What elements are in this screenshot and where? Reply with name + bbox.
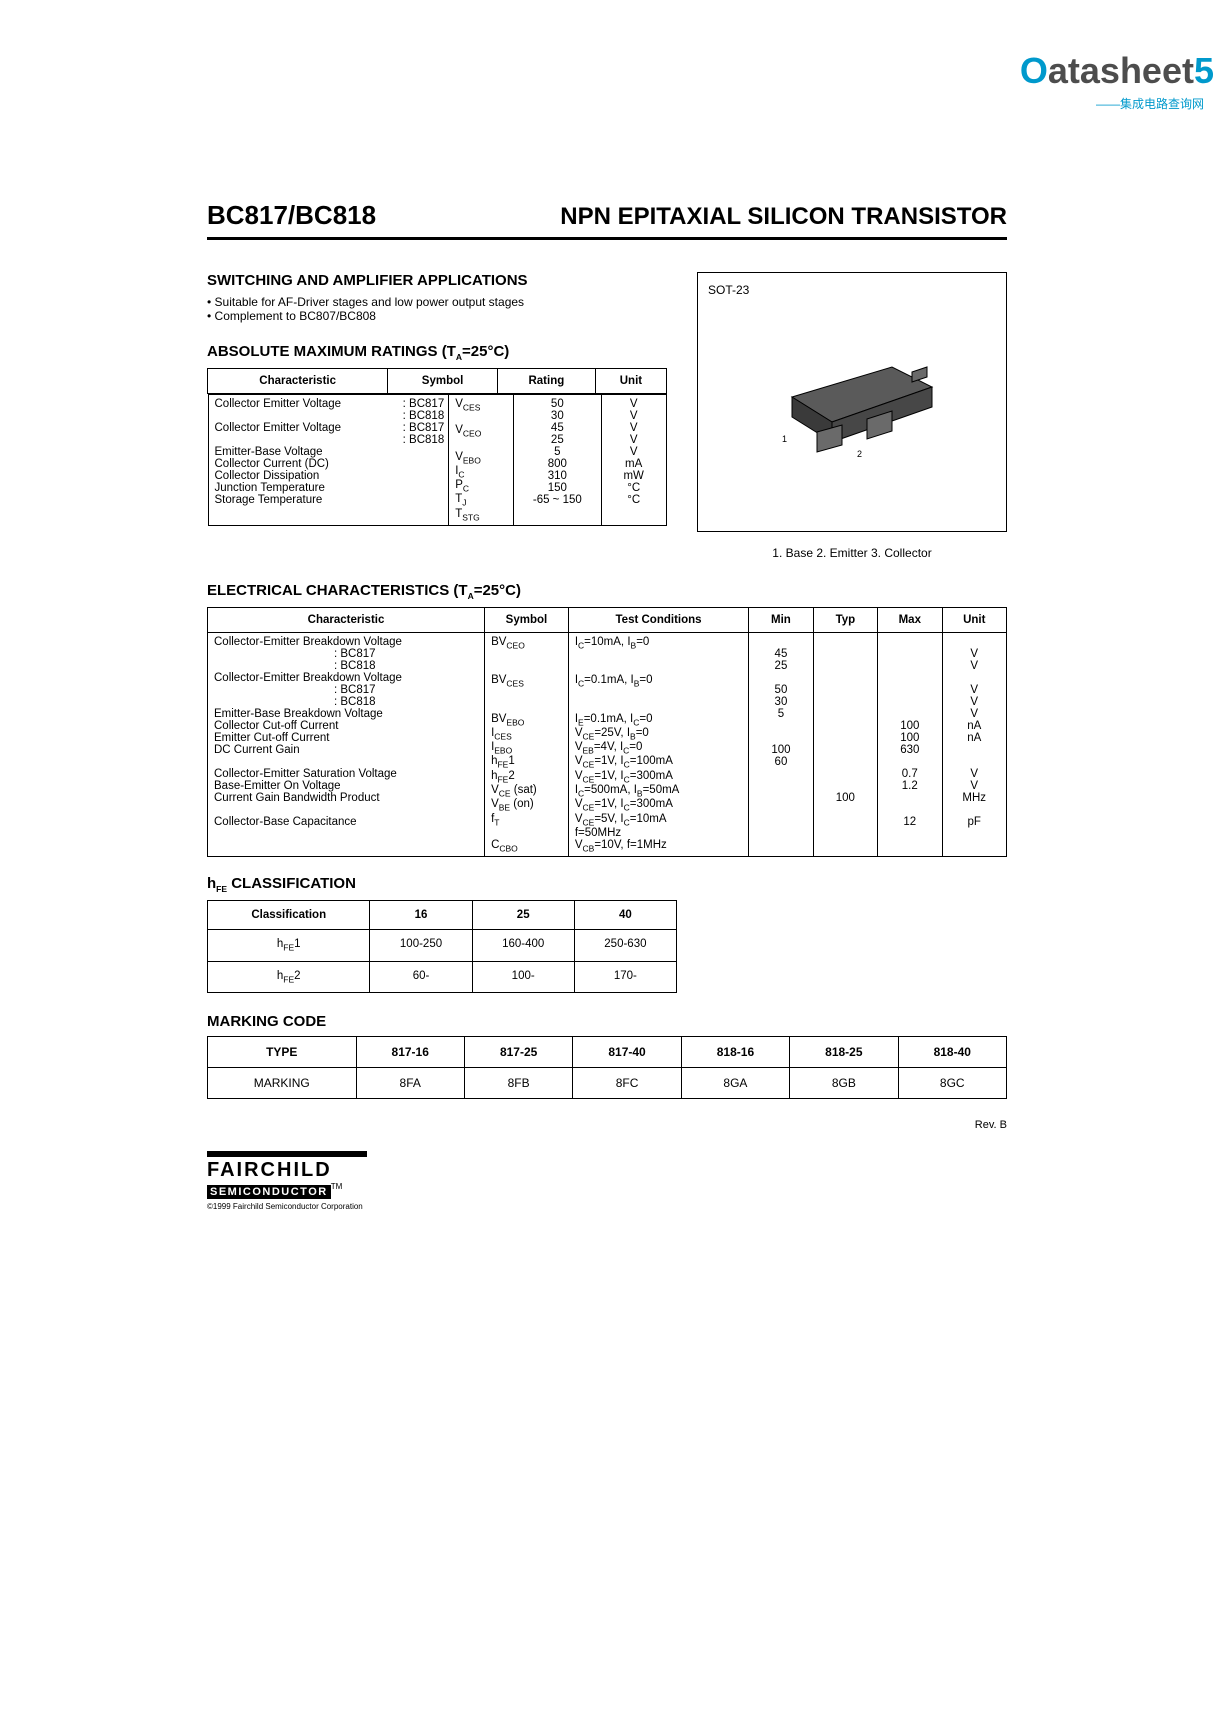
page-content: BC817/BC818 NPN EPITAXIAL SILICON TRANSI… bbox=[127, 0, 1087, 1271]
svg-text:2: 2 bbox=[857, 449, 862, 459]
pin-note: 1. Base 2. Emitter 3. Collector bbox=[697, 546, 1007, 560]
copyright: ©1999 Fairchild Semiconductor Corporatio… bbox=[207, 1202, 1007, 1211]
fairchild-text: FAIRCHILD bbox=[207, 1159, 1007, 1182]
elec-heading-text: ELECTRICAL CHARACTERISTICS (T bbox=[207, 582, 468, 599]
tm-mark: TM bbox=[331, 1182, 343, 1191]
hfe-heading-text: h bbox=[207, 875, 216, 892]
fairchild-bar bbox=[207, 1151, 367, 1157]
hfe-heading-sub: FE bbox=[216, 884, 227, 894]
abs-max-heading: ABSOLUTE MAXIMUM RATINGS (TA=25°C) bbox=[207, 343, 667, 362]
footer-logo: FAIRCHILD SEMICONDUCTORTM ©1999 Fairchil… bbox=[207, 1151, 1007, 1211]
watermark-suffix: 5 bbox=[1194, 50, 1214, 91]
top-two-column: SWITCHING AND AMPLIFIER APPLICATIONS Sui… bbox=[207, 272, 1007, 560]
package-drawing: 1 2 bbox=[742, 327, 962, 477]
applications-heading: SWITCHING AND AMPLIFIER APPLICATIONS bbox=[207, 272, 667, 289]
elec-table: CharacteristicSymbolTest ConditionsMinTy… bbox=[207, 607, 1007, 857]
left-column: SWITCHING AND AMPLIFIER APPLICATIONS Sui… bbox=[207, 272, 667, 536]
abs-heading-tail: =25°C) bbox=[462, 343, 509, 360]
part-number: BC817/BC818 bbox=[207, 200, 376, 231]
hfe-table: Classification162540 hFE1100-250160-4002… bbox=[207, 900, 677, 993]
semiconductor-text: SEMICONDUCTOR bbox=[207, 1185, 331, 1199]
hfe-heading-tail: CLASSIFICATION bbox=[227, 875, 356, 892]
right-column: SOT-23 1 2 1. Base 2. Emitter 3. Collect… bbox=[697, 272, 1007, 560]
page-title: NPN EPITAXIAL SILICON TRANSISTOR bbox=[560, 203, 1007, 231]
package-label: SOT-23 bbox=[708, 283, 996, 297]
hfe-body: hFE1100-250160-400250-630hFE260-100-170- bbox=[208, 930, 677, 993]
hfe-header: Classification162540 bbox=[208, 901, 677, 930]
svg-text:1: 1 bbox=[782, 434, 787, 444]
header: BC817/BC818 NPN EPITAXIAL SILICON TRANSI… bbox=[207, 200, 1007, 240]
abs-body: Collector Emitter VoltageCollector Emitt… bbox=[208, 394, 667, 526]
elec-body: Collector-Emitter Breakdown Voltage: BC8… bbox=[208, 633, 1007, 857]
bullet-item: Complement to BC807/BC808 bbox=[207, 309, 667, 323]
hfe-heading: hFE CLASSIFICATION bbox=[207, 875, 1007, 894]
watermark-subtitle: ——集成电路查询网 bbox=[1096, 95, 1204, 112]
abs-col-sym: Symbol bbox=[388, 369, 498, 394]
marking-header: TYPE817-16817-25817-40818-16818-25818-40 bbox=[208, 1036, 1007, 1067]
elec-heading-tail: =25°C) bbox=[474, 582, 521, 599]
abs-max-table: Characteristic Symbol Rating Unit Collec… bbox=[207, 368, 667, 526]
revision: Rev. B bbox=[207, 1119, 1007, 1131]
bullet-item: Suitable for AF-Driver stages and low po… bbox=[207, 295, 667, 309]
abs-col-unit: Unit bbox=[595, 369, 666, 394]
marking-heading: MARKING CODE bbox=[207, 1013, 1007, 1030]
abs-col-rating: Rating bbox=[497, 369, 595, 394]
elec-heading: ELECTRICAL CHARACTERISTICS (TA=25°C) bbox=[207, 582, 1007, 601]
applications-bullets: Suitable for AF-Driver stages and low po… bbox=[207, 295, 667, 323]
marking-table: TYPE817-16817-25817-40818-16818-25818-40… bbox=[207, 1036, 1007, 1099]
package-box: SOT-23 1 2 bbox=[697, 272, 1007, 532]
marking-row: MARKING8FA8FB8FC8GA8GB8GC bbox=[208, 1067, 1007, 1098]
abs-col-char: Characteristic bbox=[208, 369, 388, 394]
elec-header-row: CharacteristicSymbolTest ConditionsMinTy… bbox=[208, 608, 1007, 633]
abs-heading-text: ABSOLUTE MAXIMUM RATINGS (T bbox=[207, 343, 456, 360]
